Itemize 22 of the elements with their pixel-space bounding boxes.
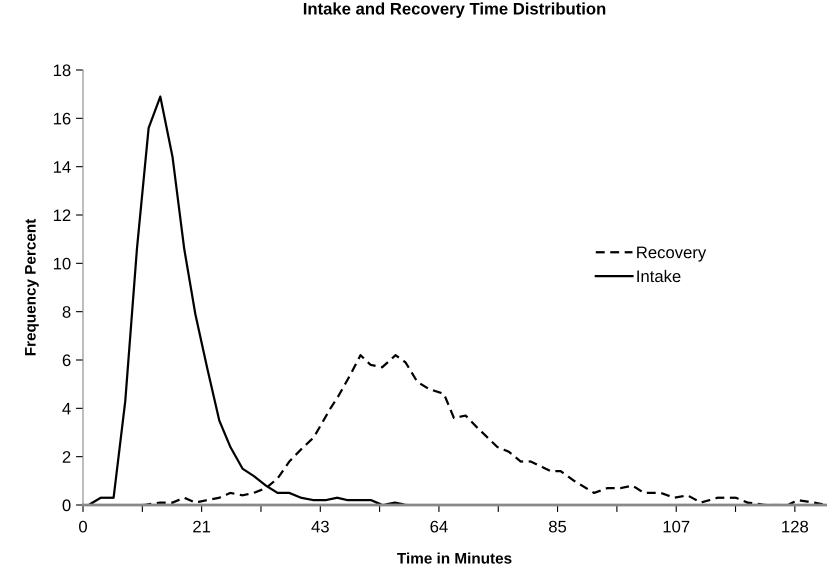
y-tick-label: 8 — [62, 306, 70, 318]
x-tick-label: 85 — [549, 520, 566, 533]
y-tick-label: 10 — [54, 258, 71, 270]
x-tick-label: 107 — [664, 520, 690, 533]
legend-label: Intake — [637, 270, 680, 282]
x-tick-label: 64 — [430, 520, 448, 533]
x-tick-label: 43 — [311, 520, 329, 533]
y-tick-label: 14 — [54, 161, 71, 173]
x-tick-label: 0 — [79, 520, 87, 533]
chart-title: Intake and Recovery Time Distribution — [304, 2, 606, 18]
y-tick-label: 18 — [54, 64, 70, 76]
legend-label: Recovery — [637, 246, 706, 262]
x-axis-title: Time in Minutes — [397, 552, 512, 564]
y-tick-label: 2 — [62, 451, 70, 463]
x-tick-label: 21 — [193, 520, 210, 532]
y-tick-label: 4 — [62, 402, 71, 414]
y-tick-label: 12 — [54, 209, 70, 222]
x-tick-label: 128 — [782, 520, 808, 533]
y-tick-label: 0 — [62, 499, 71, 512]
y-tick-label: 6 — [62, 354, 70, 366]
y-axis-title: Frequency Percent — [25, 218, 39, 356]
y-tick-label: 16 — [54, 112, 70, 125]
